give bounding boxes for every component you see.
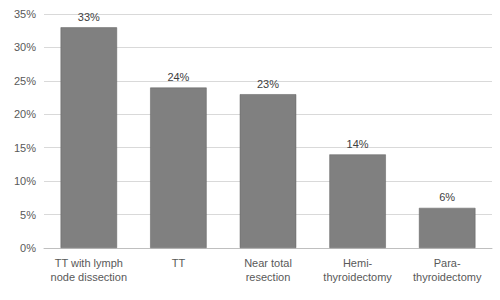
svg-text:Para-: Para-: [434, 257, 461, 269]
svg-text:TT with lymph: TT with lymph: [55, 257, 123, 269]
svg-text:25%: 25%: [14, 75, 36, 87]
svg-text:30%: 30%: [14, 41, 36, 53]
svg-text:23%: 23%: [257, 78, 279, 90]
svg-text:thyroidectomy: thyroidectomy: [413, 271, 482, 283]
svg-text:Hemi-: Hemi-: [343, 257, 373, 269]
svg-text:5%: 5%: [20, 209, 36, 221]
svg-text:TT: TT: [172, 257, 186, 269]
svg-text:15%: 15%: [14, 142, 36, 154]
svg-text:resection: resection: [246, 271, 291, 283]
svg-text:24%: 24%: [167, 71, 189, 83]
svg-text:14%: 14%: [347, 138, 369, 150]
svg-text:10%: 10%: [14, 175, 36, 187]
svg-text:node dissection: node dissection: [51, 271, 127, 283]
svg-text:20%: 20%: [14, 108, 36, 120]
svg-text:35%: 35%: [14, 8, 36, 20]
svg-text:thyroidectomy: thyroidectomy: [323, 271, 392, 283]
svg-text:Near total: Near total: [244, 257, 292, 269]
svg-text:33%: 33%: [78, 11, 100, 23]
svg-text:0%: 0%: [20, 242, 36, 254]
svg-text:6%: 6%: [439, 191, 455, 203]
